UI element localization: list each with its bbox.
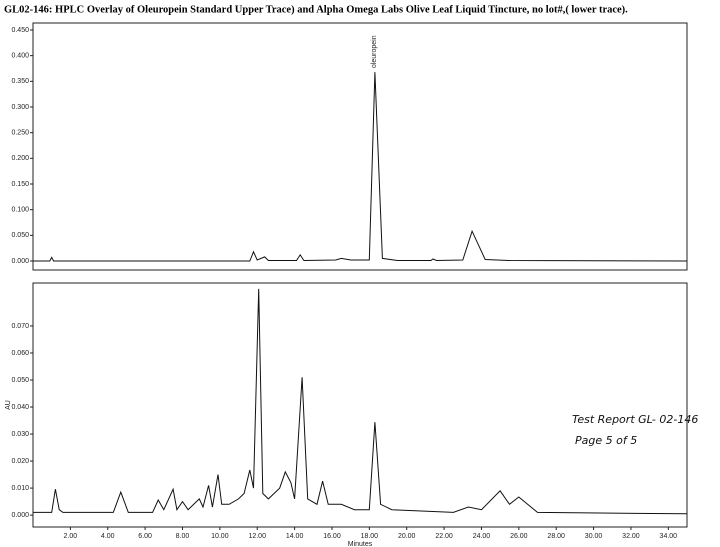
y-tick-label: 0.150 [11,181,29,188]
x-tick-label: 30.00 [585,533,603,540]
y-tick-label: 0.350 [11,78,29,85]
y-tick-label: 0.050 [11,377,29,384]
x-tick-label: 32.00 [622,533,640,540]
x-tick-label: 10.00 [211,533,229,540]
y-tick-label: 0.030 [11,431,29,438]
x-tick-label: 2.00 [64,533,78,540]
x-tick-label: 20.00 [398,533,416,540]
x-axis-label: Minutes [348,541,373,547]
y-axis-label: AU [5,400,12,410]
x-tick-label: 24.00 [473,533,491,540]
x-tick-label: 12.00 [248,533,266,540]
y-tick-label: 0.450 [11,27,29,34]
x-tick-label: 34.00 [660,533,678,540]
y-tick-label: 0.000 [11,512,29,519]
peak-label: oleuropein [371,35,378,68]
x-tick-label: 28.00 [547,533,565,540]
y-tick-label: 0.050 [11,232,29,239]
plot-frame [32,22,688,271]
x-tick-label: 18.00 [361,533,379,540]
y-tick-label: 0.020 [11,458,29,465]
y-tick-label: 0.250 [11,130,29,137]
x-tick-label: 6.00 [138,533,152,540]
y-tick-label: 0.060 [11,350,29,357]
handwritten-note: Page 5 of 5 [575,434,637,447]
x-tick-label: 14.00 [286,533,304,540]
y-tick-label: 0.200 [11,155,29,162]
y-tick-label: 0.100 [11,207,29,214]
y-tick-label: 0.000 [11,258,29,265]
x-tick-label: 16.00 [323,533,341,540]
handwritten-note: Test Report GL- 02-146 [572,413,698,426]
y-tick-label: 0.010 [11,485,29,492]
y-tick-label: 0.070 [11,323,29,330]
x-tick-label: 26.00 [510,533,528,540]
y-tick-label: 0.300 [11,104,29,111]
x-tick-label: 22.00 [435,533,453,540]
trace [33,288,688,515]
trace [33,72,688,262]
plot-frame [32,282,688,528]
x-tick-label: 4.00 [101,533,115,540]
page-title: GL02-146: HPLC Overlay of Oleuropein Sta… [4,4,628,15]
y-tick-label: 0.040 [11,404,29,411]
x-tick-label: 8.00 [176,533,190,540]
y-tick-label: 0.400 [11,52,29,59]
